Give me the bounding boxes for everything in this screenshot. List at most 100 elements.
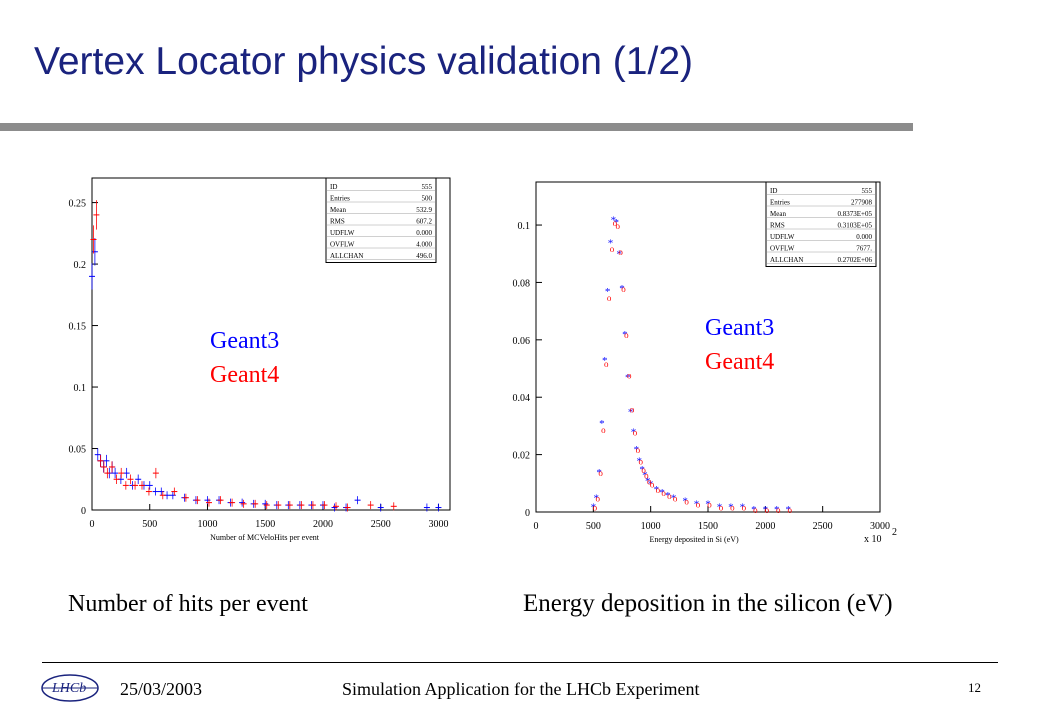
legend-geant3: Geant3 [705, 315, 774, 341]
x-tick-label: 2500 [371, 519, 391, 530]
geant3-point: * [654, 484, 660, 496]
geant4-point: o [788, 505, 793, 515]
title-divider [0, 123, 913, 131]
stats-label: OVFLW [330, 241, 355, 249]
stats-label: Mean [770, 210, 786, 218]
geant4-point: o [636, 445, 641, 455]
legend-geant4: Geant4 [210, 362, 279, 388]
geant3-point: * [774, 504, 780, 516]
y-tick-label: 0.1 [74, 383, 87, 394]
stats-label: ALLCHAN [330, 252, 363, 260]
stats-value: 496.0 [416, 252, 432, 260]
x-tick-label: 500 [586, 521, 601, 532]
y-tick-label: 0 [525, 508, 530, 519]
geant4-point: o [684, 497, 689, 507]
geant4-point: o [765, 505, 770, 515]
geant3-point: * [705, 498, 711, 510]
stats-box [325, 177, 437, 263]
x-axis-multiplier-exponent: 2 [892, 527, 897, 538]
x-tick-label: 1000 [197, 519, 217, 530]
x-axis-label: Number of MCVeloHits per event [210, 533, 320, 542]
legend-geant3: Geant3 [210, 328, 279, 354]
geant4-point: o [661, 488, 666, 498]
y-tick-label: 0 [81, 506, 86, 517]
geant4-point: o [616, 221, 621, 231]
geant4-point: o [776, 505, 781, 515]
stats-label: UDFLW [330, 229, 355, 237]
geant4-point: o [719, 502, 724, 512]
y-tick-label: 0.1 [518, 221, 531, 232]
stats-value: 532.9 [416, 206, 432, 214]
geant3-point: * [605, 286, 611, 298]
stats-value: 4.000 [416, 241, 432, 249]
stats-value: 7677. [856, 245, 872, 253]
y-tick-label: 0.08 [513, 278, 531, 289]
geant3-point: * [591, 501, 597, 513]
geant3-point: * [671, 493, 677, 505]
geant4-point: o [696, 499, 701, 509]
geant4-point: o [644, 471, 649, 481]
geant3-point: * [648, 478, 654, 490]
geant4-point: o [627, 370, 632, 380]
geant3-point: * [611, 214, 617, 226]
geant3-point: * [642, 470, 648, 482]
stats-label: Entries [770, 199, 790, 207]
y-tick-label: 0.25 [69, 199, 87, 210]
geant3-point: * [619, 283, 625, 295]
geant3-point: * [614, 217, 620, 229]
x-tick-label: 3000 [428, 519, 448, 530]
stats-label: ALLCHAN [770, 256, 803, 264]
svg-text:LHCb: LHCb [51, 681, 86, 696]
stats-value: 0.2702E+06 [838, 256, 873, 264]
y-tick-label: 0.05 [69, 445, 87, 456]
geant3-point: * [659, 487, 665, 499]
geant4-point: o [593, 502, 598, 512]
y-tick-label: 0.04 [513, 393, 531, 404]
geant3-point: * [682, 496, 688, 508]
stats-label: ID [770, 187, 777, 195]
caption-hits-per-event: Number of hits per event [68, 591, 308, 617]
geant4-point: o [707, 499, 712, 509]
stats-label: ID [330, 183, 337, 191]
geant4-point: o [604, 359, 609, 369]
geant3-point: * [602, 355, 608, 367]
geant3-point: * [645, 475, 651, 487]
geant3-point: * [740, 501, 746, 513]
geant3-point: * [694, 498, 700, 510]
stats-value: 0.3103E+05 [838, 222, 873, 230]
geant4-point: o [633, 428, 638, 438]
geant3-point: * [616, 249, 622, 261]
stats-value: 0.8373E+05 [838, 210, 873, 218]
geant4-point: o [667, 491, 672, 501]
geant4-point: o [618, 247, 623, 257]
geant3-point: * [622, 329, 628, 341]
geant3-point: * [636, 455, 642, 467]
geant4-point: o [673, 494, 678, 504]
x-tick-label: 2000 [313, 519, 333, 530]
plot-frame [91, 177, 451, 511]
geant4-point: o [656, 485, 661, 495]
geant3-point: * [717, 501, 723, 513]
geant4-point: o [613, 218, 618, 228]
geant4-point: o [730, 502, 735, 512]
x-tick-label: 2000 [755, 521, 775, 532]
stats-value: 0.000 [416, 229, 432, 237]
energy-deposition-chart: 0 500 1000 1500 2000 2500 3000 0 0.02 0.04 0.06 0.0… [513, 181, 897, 545]
stats-label: RMS [770, 222, 785, 230]
geant3-point: * [634, 444, 640, 456]
geant3-point: * [665, 490, 671, 502]
geant3-point: * [786, 504, 792, 516]
geant3-point: * [593, 493, 599, 505]
geant4-point: o [595, 494, 600, 504]
x-axis-multiplier: x 10 [864, 534, 882, 545]
stats-value: 555 [422, 183, 433, 191]
stats-value: 500 [422, 195, 433, 203]
geant4-point: o [742, 502, 747, 512]
geant4-point: o [601, 425, 606, 435]
geant3-point: * [639, 464, 645, 476]
stats-value: 0.000 [856, 233, 872, 241]
geant3-point: * [608, 237, 614, 249]
geant4-point: o [641, 465, 646, 475]
x-tick-label: 0 [90, 519, 95, 530]
legend-geant4: Geant4 [705, 349, 774, 375]
